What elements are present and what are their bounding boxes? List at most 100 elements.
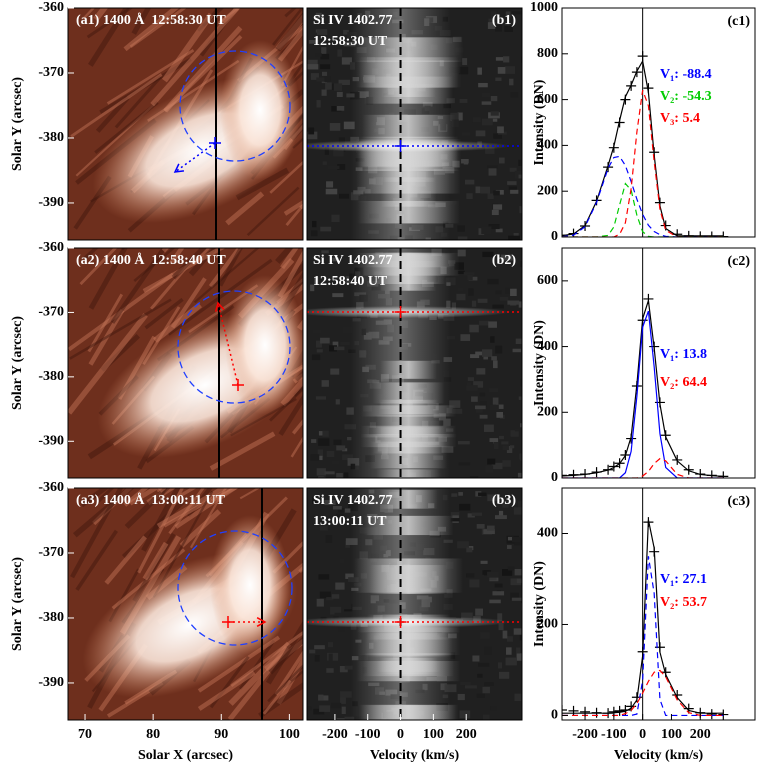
loop-streak [73, 488, 135, 538]
data-point [706, 709, 717, 720]
noise [483, 529, 495, 535]
panel-label: (b2) [492, 253, 516, 268]
noise [457, 287, 464, 292]
noise [316, 100, 321, 108]
noise [336, 105, 345, 111]
noise [495, 57, 504, 61]
noise [483, 714, 490, 720]
noise [504, 287, 513, 295]
loop-streak [186, 488, 213, 518]
noise [461, 612, 473, 620]
noise [520, 378, 522, 387]
fit-line [562, 90, 724, 237]
noise [495, 77, 502, 81]
loop-streak [275, 30, 303, 60]
noise [471, 396, 478, 402]
noise [490, 336, 495, 343]
noise [509, 167, 517, 172]
circle-marker [179, 50, 291, 162]
noise [518, 159, 522, 167]
x-tick-label: 80 [146, 727, 160, 742]
noise [489, 404, 499, 411]
loop-streak [179, 509, 222, 548]
noise [310, 284, 315, 292]
position-marker [209, 137, 221, 149]
noise [321, 47, 327, 55]
noise [315, 340, 322, 348]
loop-streak [133, 248, 176, 283]
y-axis-label: Solar Y (arcsec) [10, 316, 25, 410]
noise [466, 547, 473, 553]
noise [452, 408, 463, 414]
fit-line [562, 310, 724, 478]
plot-frame [67, 487, 304, 721]
noise [326, 597, 334, 601]
noise [475, 608, 483, 616]
y-tick-label: 400 [537, 138, 558, 153]
noise [492, 304, 504, 309]
noise [516, 578, 522, 584]
fit-line [562, 519, 724, 714]
noise [327, 642, 334, 648]
noise [506, 636, 513, 642]
noise [493, 133, 503, 139]
loop-streak [288, 70, 303, 87]
loop-streak [110, 248, 167, 324]
noise [331, 106, 342, 112]
loop-streak [277, 26, 303, 62]
loop-streak [141, 488, 181, 552]
noise [320, 226, 332, 232]
loop-streak [142, 541, 169, 581]
loop-streak [88, 309, 125, 366]
noise [450, 518, 460, 522]
noise [307, 131, 318, 140]
panel-label: (c1) [727, 14, 750, 29]
noise [479, 414, 488, 419]
loop-streak [144, 297, 184, 330]
noise [497, 67, 506, 74]
y-tick-label: -360 [38, 0, 64, 15]
panel-image [307, 488, 522, 720]
noise [341, 706, 346, 715]
loop-streak [87, 293, 124, 353]
noise [488, 224, 500, 230]
y-tick-label: -360 [38, 240, 64, 255]
noise [316, 29, 328, 35]
bright-region [220, 40, 300, 180]
noise [336, 513, 345, 519]
loop-streak [246, 186, 300, 237]
x-tick-label: -100 [355, 727, 381, 742]
noise [484, 682, 494, 686]
noise [493, 190, 500, 196]
noise [462, 58, 468, 65]
noise [487, 22, 496, 29]
noise [310, 230, 318, 237]
loop-streak [156, 488, 229, 529]
noise [493, 360, 498, 369]
noise [324, 471, 335, 475]
noise [332, 293, 344, 298]
loop-streak [285, 203, 303, 226]
noise [466, 193, 473, 199]
noise [459, 503, 471, 511]
noise [325, 188, 338, 195]
noise [487, 193, 494, 200]
loop-streak [239, 488, 261, 500]
noise [316, 349, 323, 353]
noise [336, 91, 343, 98]
loop-streak [238, 639, 276, 690]
noise [493, 441, 499, 450]
loop-streak [75, 529, 118, 591]
noise [315, 396, 327, 400]
position-marker [222, 616, 234, 628]
x-tick-label: -200 [322, 727, 348, 742]
circle-marker [177, 290, 291, 404]
noise [459, 98, 468, 103]
y-tick-label: 0 [551, 708, 558, 723]
noise [308, 39, 319, 44]
noise [468, 276, 478, 281]
noise [518, 396, 522, 400]
noise [312, 329, 322, 334]
noise [307, 64, 319, 70]
plot-frame [561, 487, 756, 721]
